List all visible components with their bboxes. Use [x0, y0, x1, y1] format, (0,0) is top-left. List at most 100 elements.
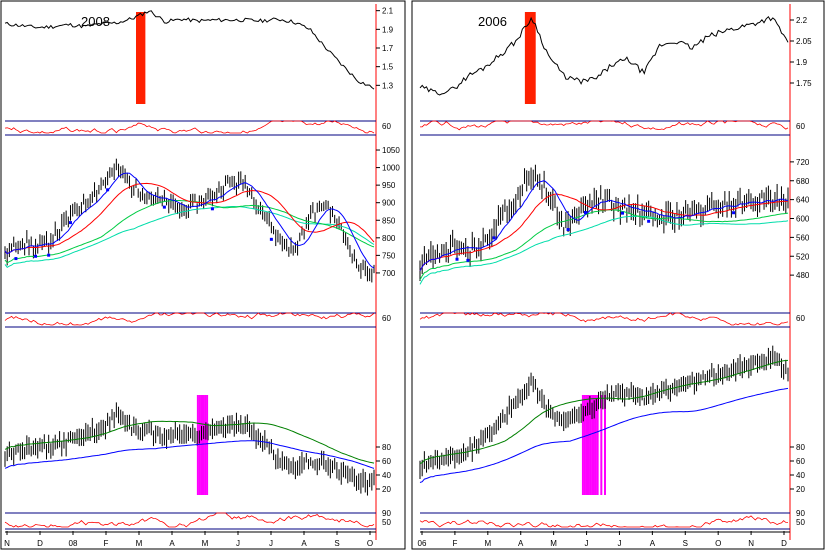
volume-bar [600, 395, 603, 495]
ma-green-line [419, 209, 789, 281]
month-label: F [104, 539, 109, 548]
volume-bar [585, 395, 588, 495]
month-label: N [4, 539, 10, 548]
middle-tick-label: 720 [796, 158, 810, 167]
middle-tick-label: 480 [796, 271, 810, 280]
month-label: S [334, 539, 339, 548]
bottom-ma-green [4, 420, 375, 464]
bottom-tick-label: 40 [796, 471, 805, 480]
volume-bar [589, 395, 592, 495]
osc-tick-label: 60 [796, 122, 805, 131]
month-label: J [617, 539, 621, 548]
volume-bar [583, 395, 586, 495]
signal-dot [14, 257, 18, 261]
middle-tick-label: 680 [796, 177, 810, 186]
signal-dot [492, 236, 496, 240]
month-label: S [683, 539, 688, 548]
top-tick-label: 1.3 [382, 81, 394, 90]
ma-cyan-line [419, 215, 789, 285]
month-label: A [301, 539, 307, 548]
ma-blue-line [419, 180, 789, 272]
signal-dot [47, 253, 51, 257]
month-label: 08 [69, 539, 78, 548]
month-label: D [781, 539, 787, 548]
signal-dot [466, 258, 470, 262]
signal-dot [34, 254, 38, 258]
osc-tick-label: 50 [382, 518, 391, 527]
top-tick-label: 1.9 [382, 25, 394, 34]
month-label: D [37, 539, 43, 548]
middle-tick-label: 850 [382, 216, 396, 225]
volume-bar [206, 395, 209, 495]
signal-bar [143, 12, 146, 104]
oscillator-line [4, 512, 375, 528]
top-price-line [419, 16, 789, 96]
bottom-tick-label: 40 [382, 471, 391, 480]
middle-tick-label: 800 [382, 234, 396, 243]
bottom-ma-blue [4, 440, 375, 469]
bottom-tick-label: 80 [382, 443, 391, 452]
month-label: A [169, 539, 175, 548]
top-tick-label: 2.2 [796, 16, 808, 25]
volume-bar [200, 395, 203, 495]
month-label: O [367, 539, 373, 548]
top-tick-label: 1.9 [796, 58, 808, 67]
chart-title: 2008 [81, 14, 110, 29]
signal-bar [529, 12, 532, 104]
month-label: J [236, 539, 240, 548]
ma-cyan-line [4, 206, 375, 269]
osc-tick-label: 60 [382, 314, 391, 323]
top-tick-label: 1.7 [382, 44, 394, 53]
volume-bar [591, 395, 594, 495]
bottom-tick-label: 20 [796, 485, 805, 494]
month-label: J [585, 539, 589, 548]
signal-bar [533, 12, 536, 104]
month-label: M [550, 539, 557, 548]
signal-bar [527, 12, 530, 104]
volume-bar [587, 395, 590, 495]
signal-bar [530, 12, 533, 104]
month-label: A [518, 539, 524, 548]
volume-bar [198, 395, 201, 495]
bottom-tick-label: 60 [382, 457, 391, 466]
month-label: M [202, 539, 209, 548]
volume-bar [592, 395, 595, 495]
oscillator-line [419, 515, 789, 528]
signal-bar [140, 12, 143, 104]
oscillator-line [419, 120, 789, 131]
left-frame [0, 0, 406, 550]
signal-dot [210, 207, 214, 211]
signal-dot [455, 257, 459, 261]
top-tick-label: 1.75 [796, 79, 812, 88]
chart-2006: 2006 2.22.051.91.756060905072068064060056… [418, 4, 812, 548]
right-frame [411, 0, 825, 550]
month-label: O [715, 539, 721, 548]
signal-dot [106, 188, 110, 192]
signal-bar [138, 12, 141, 104]
volume-bar [581, 395, 584, 495]
osc-tick-label: 60 [382, 122, 391, 131]
ma-red-line [419, 193, 789, 272]
signal-dot [566, 228, 570, 232]
bottom-ma-blue [419, 387, 789, 483]
volume-bar [594, 395, 597, 495]
signal-dot [269, 237, 273, 241]
month-label: A [650, 539, 656, 548]
signal-dot [647, 219, 651, 223]
signal-dot [621, 211, 625, 215]
bottom-tick-label: 60 [796, 457, 805, 466]
middle-tick-label: 600 [796, 215, 810, 224]
month-label: 06 [418, 539, 427, 548]
top-price-line [4, 10, 375, 90]
ma-red-line [4, 182, 375, 255]
ma-blue-line [4, 172, 375, 269]
signal-bar [135, 12, 138, 104]
signal-bar [137, 12, 140, 104]
chart-title: 2006 [478, 14, 507, 29]
month-label: M [484, 539, 491, 548]
oscillator-line [4, 312, 375, 326]
signal-bar [524, 12, 527, 104]
top-tick-label: 1.5 [382, 63, 394, 72]
middle-tick-label: 950 [382, 181, 396, 190]
